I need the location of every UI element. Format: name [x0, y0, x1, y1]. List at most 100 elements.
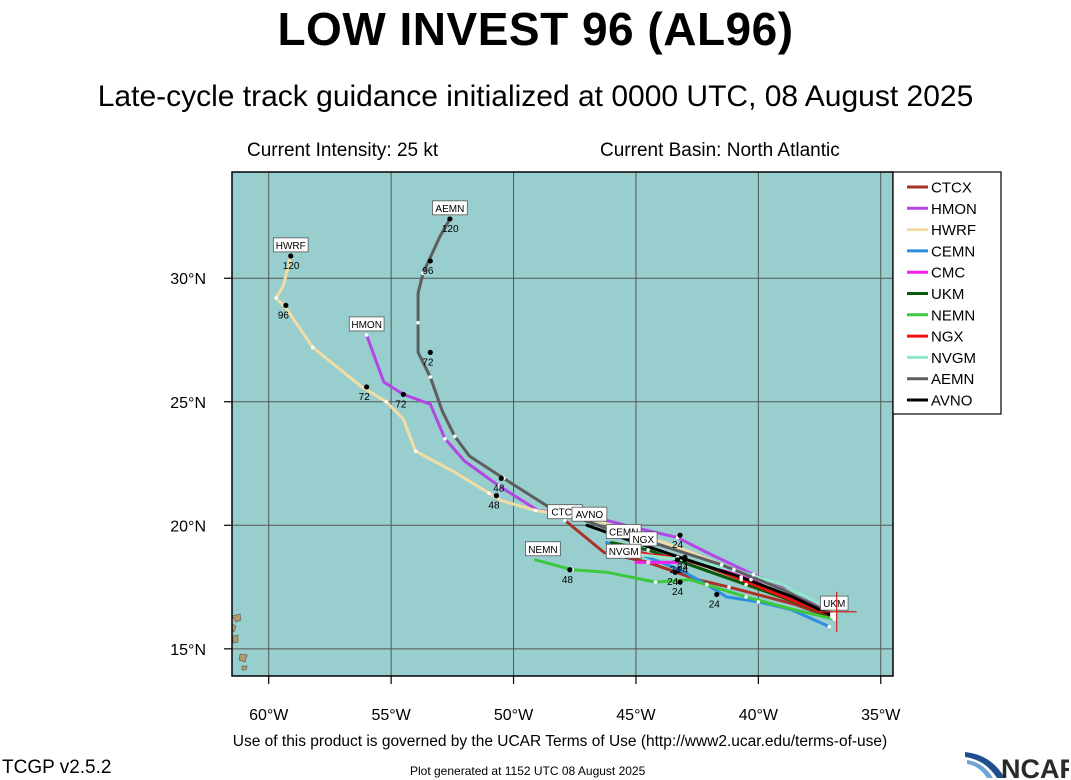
x-tick-label: 50°W [494, 707, 534, 724]
y-tick-label: 25°N [170, 395, 206, 412]
y-tick-label: 15°N [170, 642, 206, 659]
legend-item-hmon: HMON [931, 201, 977, 218]
storm-label-box [272, 237, 309, 253]
storm-label-hwrf: HWRF [276, 241, 306, 252]
forecast-hour-label: 48 [493, 483, 505, 494]
track-point [751, 572, 756, 577]
track-point [732, 567, 736, 572]
forecast-hour-dot [283, 302, 289, 309]
track-point [646, 548, 650, 552]
track-point [719, 563, 724, 567]
track-point [827, 624, 832, 629]
forecast-hour-dot [364, 384, 370, 390]
track-point [646, 560, 650, 565]
x-tick-label: 60°W [249, 707, 289, 724]
forecast-hour-dot [672, 569, 678, 575]
forecast-hour-label: 48 [562, 575, 574, 586]
forecast-hour-label: 24 [677, 562, 689, 573]
track-avno [585, 523, 836, 619]
forecast-hour-dot [674, 557, 681, 563]
track-point [756, 600, 761, 604]
storm-label-avno: AVNO [576, 510, 604, 521]
legend-item-cmc: CMC [931, 265, 965, 282]
legend-item-hwrf: HWRF [931, 222, 976, 239]
forecast-hour-dot [677, 579, 683, 585]
generated-time: Plot generated at 1152 UTC 08 August 202… [410, 764, 646, 778]
forecast-hour-dot [493, 493, 499, 499]
track-point [563, 518, 567, 523]
storm-label-ctcx: CTCX [551, 508, 579, 519]
track-point [452, 434, 457, 439]
track-point [749, 577, 753, 582]
forecast-hour-label: 72 [359, 392, 371, 403]
forecast-hour-dot [427, 349, 433, 355]
track-point [832, 614, 837, 619]
storm-label-nvgm: NVGM [609, 547, 639, 558]
forecast-hour-label: 120 [442, 224, 459, 235]
ncar-logo-swoosh-icon [965, 752, 1005, 778]
forecast-hour-label: 96 [422, 266, 434, 277]
track-point [739, 575, 744, 579]
track-point [416, 320, 420, 325]
forecast-hour-dot [714, 591, 720, 598]
forecast-hour-dot [498, 475, 504, 481]
track-point [705, 582, 709, 587]
y-tick-label: 30°N [170, 271, 206, 288]
ncar-logo-swoosh-light-icon [967, 760, 993, 778]
x-tick-label: 55°W [371, 707, 411, 724]
storm-label-cemn: CEMN [609, 527, 638, 538]
terms-of-use: Use of this product is governed by the U… [232, 733, 888, 750]
ncar-logo-text: NCAR [1001, 754, 1069, 780]
forecast-hour-label: 24 [709, 599, 721, 610]
storm-label-box [348, 316, 385, 332]
forecast-hour-label: 24 [670, 565, 682, 576]
track-point [497, 483, 501, 488]
current-basin: Current Basin: North Atlantic [600, 140, 840, 161]
storm-label-box [820, 595, 849, 611]
legend-item-cemn: CEMN [931, 243, 975, 260]
track-point [384, 399, 389, 404]
map-axes: 60°W 55°W 50°W 45°W 40°W 35°W 15°N 20°N 25°N 30°N [170, 271, 901, 724]
track-point [744, 582, 748, 587]
storm-label-box [432, 200, 468, 216]
x-tick-label: 40°W [739, 707, 779, 724]
track-point [832, 617, 837, 621]
forecast-hour-dot [400, 391, 406, 397]
legend-item-ctcx: CTCX [931, 180, 972, 197]
legend-item-ngx: NGX [931, 329, 964, 346]
land-islands [231, 613, 248, 671]
track-point [310, 345, 315, 350]
forecast-hour-label: 48 [488, 501, 500, 512]
version-label: TCGP v2.5.2 [2, 757, 112, 778]
storm-label-aemn: AEMN [435, 204, 464, 215]
plot-frame [231, 171, 894, 677]
forecast-hour-dot [567, 567, 573, 573]
storm-label-box [605, 543, 642, 559]
storm-label-hmon: HMON [351, 320, 382, 331]
forecast-hour-label: 96 [278, 310, 290, 321]
forecast-hour-label: 72 [422, 357, 434, 368]
forecast-hour-dot [288, 253, 294, 259]
track-point [274, 296, 278, 300]
storm-label-box [525, 541, 561, 557]
track-point [443, 437, 447, 441]
forecast-hour-dot [447, 216, 453, 222]
storm-label-ukm: UKM [823, 599, 845, 610]
track-point [421, 271, 425, 276]
chart-title: LOW INVEST 96 (AL96) [277, 3, 794, 55]
track-point [739, 577, 744, 582]
storm-label-box [571, 506, 608, 522]
legend-item-aemn: AEMN [931, 371, 974, 388]
track-point [727, 585, 731, 589]
forecast-hour-label: 24 [672, 540, 684, 551]
legend-item-nemn: NEMN [931, 307, 975, 324]
forecast-hour-label: 120 [283, 261, 300, 272]
x-tick-label: 45°W [616, 707, 656, 724]
current-position-marker [816, 591, 857, 632]
current-intensity: Current Intensity: 25 kt [247, 140, 439, 161]
track-point [829, 612, 834, 617]
forecast-hour-dot [682, 557, 688, 563]
legend-item-avno: AVNO [931, 393, 972, 410]
storm-label-ngx: NGX [632, 535, 654, 546]
